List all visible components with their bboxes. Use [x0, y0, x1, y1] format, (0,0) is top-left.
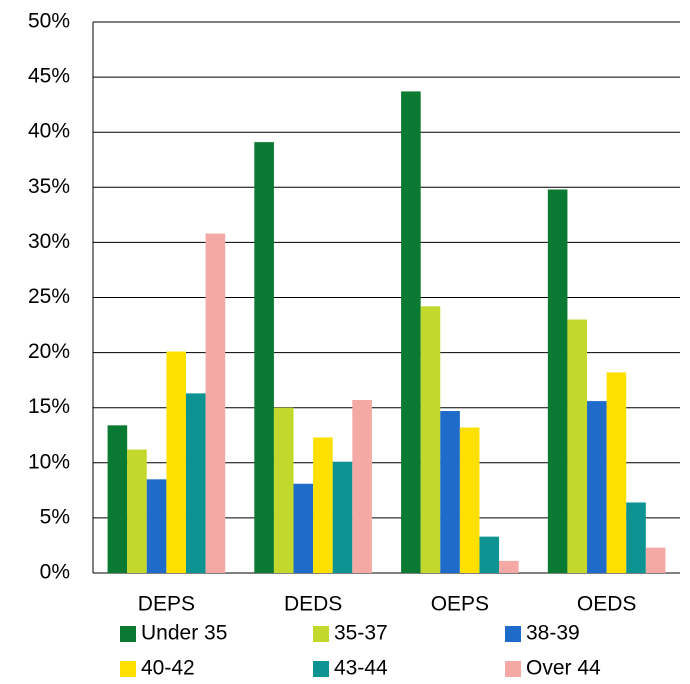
legend-label: 38-39 — [526, 622, 580, 645]
bar — [352, 399, 372, 573]
legend-label: 43-44 — [334, 657, 388, 680]
bar — [499, 560, 519, 573]
bar — [459, 427, 480, 573]
y-tick-label: 35% — [28, 175, 70, 198]
x-tick-label: OEPS — [431, 593, 489, 616]
bar — [587, 401, 607, 573]
bar — [626, 502, 646, 573]
legend-swatch — [505, 626, 521, 642]
x-tick-label: DEPS — [138, 593, 195, 616]
bar — [254, 142, 274, 574]
y-tick-label: 25% — [28, 285, 70, 308]
bar — [332, 461, 353, 573]
bar — [205, 233, 226, 574]
bar — [293, 483, 314, 573]
legend-swatch — [120, 661, 136, 677]
y-tick-label: 40% — [28, 120, 70, 143]
bar — [146, 479, 167, 573]
legend-label: Under 35 — [141, 622, 227, 645]
bar — [107, 425, 128, 573]
y-tick-label: 0% — [40, 561, 70, 584]
legend-swatch — [313, 626, 329, 642]
legend-swatch — [120, 626, 136, 642]
y-tick-label: 45% — [28, 65, 70, 88]
bar — [606, 372, 627, 573]
legend-swatch — [505, 661, 521, 677]
bar — [479, 536, 500, 573]
bar — [185, 393, 206, 573]
y-tick-label: 5% — [40, 505, 70, 528]
bar — [401, 91, 421, 574]
legend-label: 40-42 — [141, 657, 195, 680]
bar — [127, 449, 147, 573]
legend-swatch — [313, 661, 329, 677]
bar — [567, 319, 588, 573]
legend-label: 35-37 — [334, 622, 388, 645]
x-tick-label: DEDS — [284, 593, 342, 616]
bar — [313, 437, 333, 573]
y-tick-label: 20% — [28, 340, 70, 363]
bar — [645, 547, 666, 573]
y-tick-label: 15% — [28, 395, 70, 418]
bar — [166, 351, 186, 573]
y-tick-label: 50% — [28, 10, 70, 33]
bar — [440, 411, 460, 573]
y-tick-label: 10% — [28, 450, 70, 473]
bar — [547, 189, 568, 573]
bar — [420, 306, 441, 573]
x-tick-label: OEDS — [577, 593, 637, 616]
y-tick-label: 30% — [28, 230, 70, 253]
legend-label: Over 44 — [526, 657, 601, 680]
bar — [273, 407, 294, 573]
